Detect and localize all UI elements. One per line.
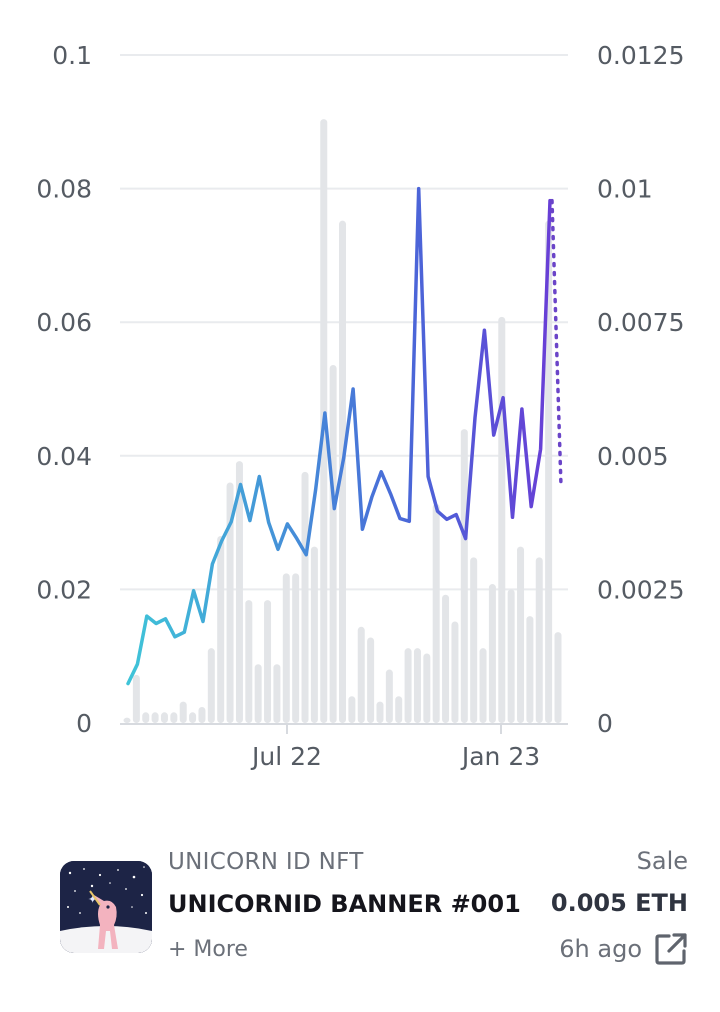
y-left-tick-label: 0.08 — [36, 175, 92, 204]
y-left-tick-label: 0.06 — [36, 308, 92, 337]
volume-bar — [423, 653, 431, 723]
volume-bar — [301, 471, 309, 723]
volume-bar — [235, 461, 243, 723]
volume-bar — [179, 701, 187, 723]
volume-bar — [507, 589, 515, 723]
time-row: 6h ago — [559, 931, 688, 967]
svg-text:✦: ✦ — [88, 893, 97, 906]
volume-bar — [367, 637, 375, 723]
volume-bar — [198, 706, 206, 723]
y-left-tick-label: 0.1 — [52, 41, 92, 70]
y-right-tick-label: 0.005 — [597, 442, 669, 471]
y-right-tick-label: 0.0025 — [597, 575, 684, 604]
volume-bar — [545, 220, 553, 723]
y-right-tick-label: 0.0125 — [597, 41, 684, 70]
x-tick-label: Jan 23 — [460, 742, 540, 771]
sale-price: 0.005 ETH — [550, 889, 688, 917]
item-name[interactable]: UNICORNID BANNER #001 — [168, 890, 521, 918]
volume-bar — [142, 712, 150, 723]
volume-bar — [310, 546, 318, 723]
unicorn-image-icon: ✦ — [60, 861, 152, 953]
volume-bar — [451, 621, 459, 723]
volume-bar — [404, 648, 412, 723]
volume-bar — [264, 600, 272, 723]
volume-bar — [432, 503, 440, 723]
external-link-icon[interactable] — [654, 932, 688, 966]
price-volume-chart: 0 0 0.02 0.0025 0.04 0.005 0.06 0.0075 0.08 0.01 0… — [36, 41, 684, 771]
volume-bars — [123, 119, 562, 724]
volume-bar — [348, 696, 356, 723]
volume-bar — [160, 712, 168, 723]
volume-bar — [554, 632, 562, 723]
volume-bar — [189, 712, 197, 723]
price-projection-line — [550, 198, 563, 488]
volume-bar — [526, 616, 534, 723]
price-line — [126, 186, 552, 686]
volume-bar — [217, 535, 225, 723]
volume-bar — [413, 648, 421, 723]
volume-bar — [535, 557, 543, 723]
event-type: Sale — [636, 847, 688, 875]
volume-bar — [498, 316, 506, 723]
x-tick-label: Jul 22 — [250, 742, 322, 771]
volume-bar — [132, 674, 140, 723]
volume-bar — [282, 573, 290, 723]
volume-bar — [460, 429, 468, 723]
volume-bar — [207, 648, 215, 723]
volume-bar — [226, 482, 234, 723]
y-left-tick-label: 0.04 — [36, 442, 92, 471]
volume-bar — [357, 626, 365, 723]
collection-name[interactable]: UNICORN ID NFT — [168, 849, 364, 875]
volume-bar — [245, 600, 253, 723]
y-right-tick-label: 0.0075 — [597, 308, 684, 337]
y-left-tick-label: 0.02 — [36, 575, 92, 604]
volume-bar — [292, 573, 300, 723]
y-right-tick-label: 0.01 — [597, 175, 653, 204]
time-ago: 6h ago — [559, 935, 642, 963]
volume-bar — [329, 364, 337, 723]
volume-bar — [123, 717, 131, 723]
volume-bar — [479, 648, 487, 723]
volume-bar — [442, 594, 450, 723]
y-right-tick-label: 0 — [597, 709, 613, 738]
chart-axes: 0 0 0.02 0.0025 0.04 0.005 0.06 0.0075 0.08 0.01 0… — [36, 41, 684, 771]
volume-bar — [273, 664, 281, 723]
volume-bar — [517, 546, 525, 723]
more-link[interactable]: + More — [168, 937, 248, 962]
volume-bar — [151, 712, 159, 723]
activity-card[interactable]: ✦ UNICORN ID NFT UNICORNID BANNER #001 +… — [60, 845, 690, 975]
price-lines — [126, 186, 563, 686]
volume-bar — [170, 712, 178, 723]
volume-bar — [488, 584, 496, 723]
volume-bar — [385, 669, 393, 723]
y-left-tick-label: 0 — [76, 709, 92, 738]
nft-thumbnail[interactable]: ✦ — [60, 861, 152, 953]
volume-bar — [376, 701, 384, 723]
volume-bar — [254, 664, 262, 723]
volume-bar — [470, 557, 478, 723]
volume-bar — [395, 696, 403, 723]
